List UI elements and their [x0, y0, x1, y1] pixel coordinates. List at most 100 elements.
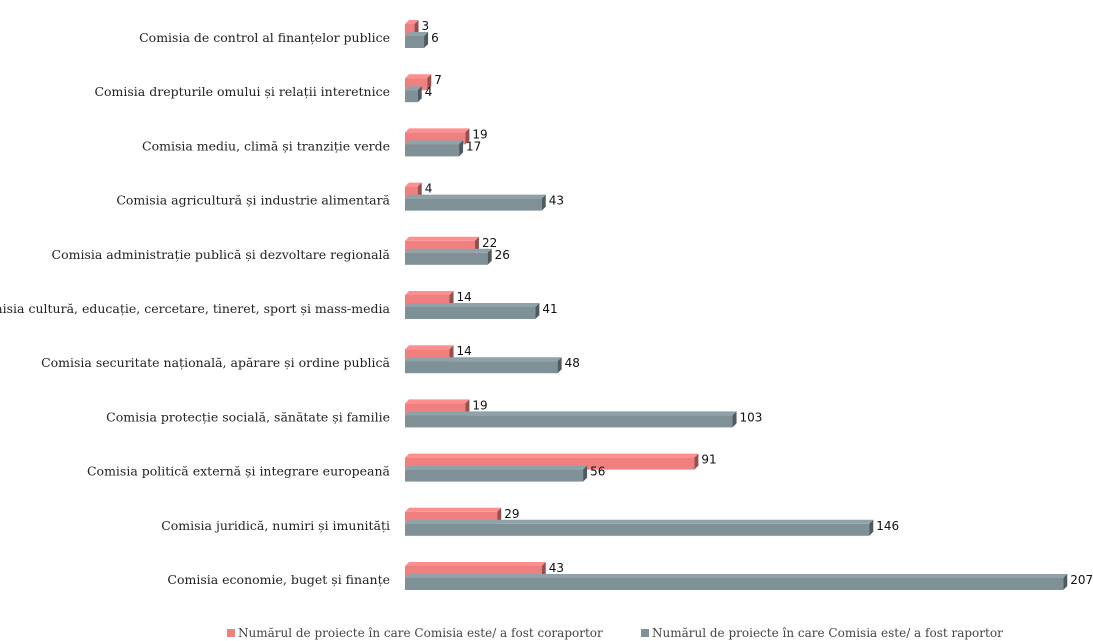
bar-top-face	[405, 574, 1068, 578]
bar-top-face	[405, 303, 540, 307]
bar-side-face	[1063, 574, 1068, 590]
data-label: 14	[457, 290, 472, 304]
data-label: 29	[504, 507, 519, 521]
bar-raportor	[405, 32, 429, 48]
bar-side-face	[869, 519, 874, 536]
legend-label-coraportor: Numărul de proiecte în care Comisia este…	[238, 626, 603, 640]
bar-front-face	[405, 361, 558, 374]
bar-raportor	[405, 194, 546, 211]
bar-front-face	[405, 415, 733, 428]
data-label: 4	[425, 182, 433, 196]
bar-front-face	[405, 90, 418, 103]
legend: Numărul de proiecte în care Comisia este…	[0, 624, 1093, 641]
category-label: Comisia protecție socială, sănătate și f…	[106, 409, 390, 424]
bar-side-face	[583, 465, 588, 482]
bar-side-face	[427, 74, 432, 91]
bar-top-face	[405, 345, 454, 350]
legend-swatch-raportor	[641, 629, 649, 637]
category-label: Comisia cultură, educație, cercetare, ti…	[0, 301, 391, 316]
category-label: Comisia de control al finanțelor publice	[139, 30, 390, 45]
bar-side-face	[459, 140, 464, 157]
bar-side-face	[424, 32, 429, 48]
bar-front-face	[405, 307, 536, 319]
bar-side-face	[417, 86, 422, 103]
bar-side-face	[557, 357, 562, 374]
bar-side-face	[732, 411, 737, 428]
bar-raportor	[405, 86, 422, 103]
category-label: Comisia economie, buget și finanțe	[167, 572, 390, 587]
data-label: 17	[466, 139, 481, 153]
legend-item-raportor: Numărul de proiecte în care Comisia este…	[641, 626, 1003, 640]
data-label: 3	[422, 19, 430, 33]
bar-top-face	[405, 453, 699, 458]
bar-raportor	[405, 248, 492, 265]
bar-top-face	[405, 399, 470, 404]
bar-side-face	[465, 128, 470, 145]
bar-top-face	[405, 236, 479, 241]
data-label: 26	[495, 248, 510, 262]
data-label: 14	[457, 344, 472, 358]
data-label: 91	[701, 453, 716, 467]
category-label: Comisia juridică, numiri și imunități	[161, 518, 390, 533]
category-label: Comisia mediu, climă și tranziție verde	[142, 138, 390, 153]
bar-top-face	[405, 519, 874, 524]
bar-raportor	[405, 303, 540, 319]
data-label: 103	[740, 410, 763, 424]
bar-chart-svg: Comisia de control al finanțelor publice…	[0, 19, 1093, 590]
bar-top-face	[405, 194, 546, 199]
bar-front-face	[405, 523, 870, 536]
data-label: 56	[590, 465, 605, 479]
bar-front-face	[405, 198, 542, 211]
bar-top-face	[405, 357, 562, 362]
data-label: 207	[1070, 573, 1093, 587]
bar-top-face	[405, 248, 492, 253]
bar-raportor	[405, 574, 1068, 590]
bar-front-face	[405, 252, 488, 265]
category-label: Comisia securitate națională, apărare și…	[41, 355, 390, 370]
data-label: 146	[876, 519, 899, 533]
bar-raportor	[405, 519, 874, 536]
bar-top-face	[405, 562, 546, 566]
bar-front-face	[405, 36, 425, 48]
data-label: 4	[425, 85, 433, 99]
bar-raportor	[405, 465, 588, 482]
bar-front-face	[405, 144, 460, 157]
legend-label-raportor: Numărul de proiecte în care Comisia este…	[652, 626, 1003, 640]
bar-front-face	[405, 469, 584, 482]
bar-side-face	[487, 248, 492, 265]
category-label: Comisia politică externă și integrare eu…	[87, 464, 391, 479]
data-label: 43	[549, 561, 564, 575]
legend-item-coraportor: Numărul de proiecte în care Comisia este…	[227, 626, 603, 640]
bar-top-face	[405, 411, 737, 416]
data-label: 19	[472, 127, 487, 141]
data-label: 22	[482, 236, 497, 250]
bar-top-face	[405, 291, 454, 295]
bar-raportor	[405, 411, 737, 428]
bar-top-face	[405, 140, 464, 145]
bar-raportor	[405, 357, 562, 374]
data-label: 7	[434, 73, 442, 87]
bar-side-face	[541, 194, 546, 211]
bar-top-face	[405, 128, 470, 133]
category-label: Comisia agricultură și industrie aliment…	[116, 193, 390, 208]
bar-top-face	[405, 74, 432, 79]
bar-top-face	[405, 86, 422, 91]
bar-top-face	[405, 32, 429, 36]
bar-top-face	[405, 182, 422, 187]
data-label: 6	[431, 31, 439, 45]
data-label: 48	[565, 356, 580, 370]
legend-swatch-coraportor	[227, 629, 235, 637]
bar-top-face	[405, 507, 502, 512]
bar-top-face	[405, 465, 588, 470]
category-label: Comisia drepturile omului și relații int…	[94, 84, 390, 99]
data-label: 43	[549, 194, 564, 208]
data-label: 19	[472, 398, 487, 412]
bar-top-face	[405, 20, 419, 24]
bar-side-face	[694, 453, 699, 470]
category-label: Comisia administrație publică și dezvolt…	[52, 247, 391, 262]
bar-front-face	[405, 24, 415, 36]
bar-raportor	[405, 140, 464, 157]
data-label: 41	[542, 302, 557, 316]
bar-front-face	[405, 578, 1064, 590]
